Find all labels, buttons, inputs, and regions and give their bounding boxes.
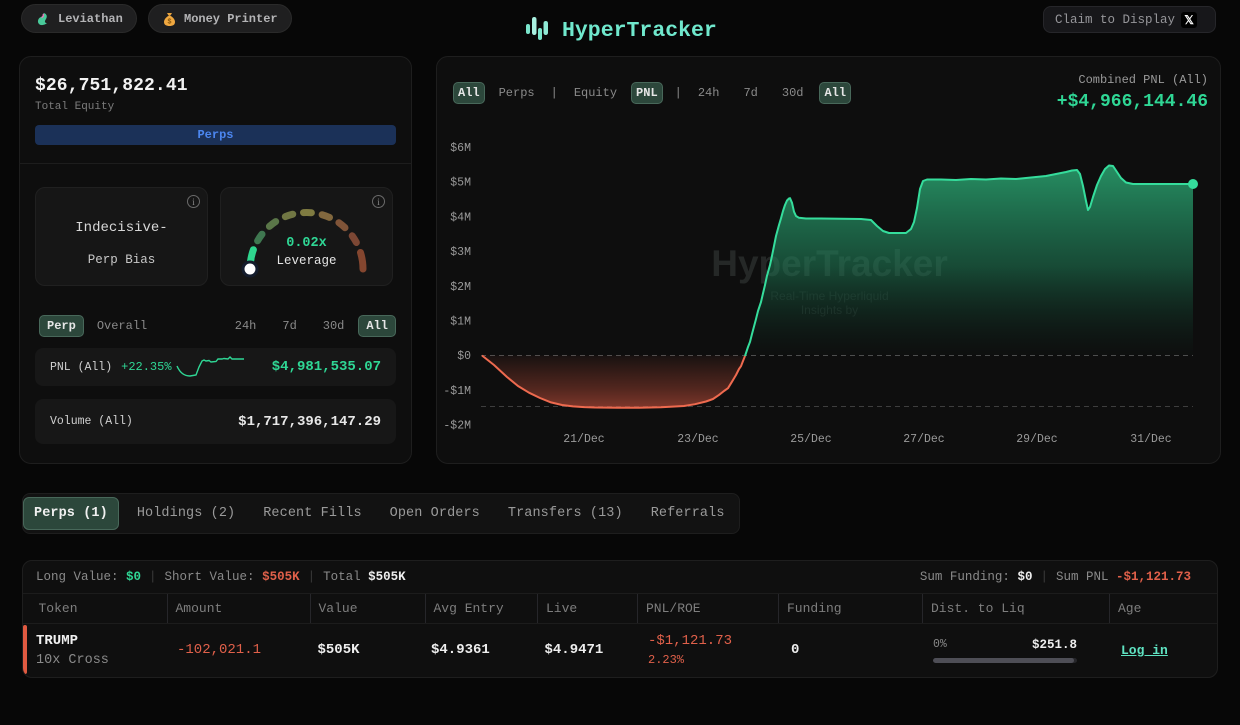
svg-text:$: $ — [167, 18, 171, 26]
svg-text:$4M: $4M — [450, 211, 471, 224]
svg-text:31/Dec: 31/Dec — [1130, 433, 1172, 446]
svg-text:$2M: $2M — [450, 281, 471, 294]
svg-text:$6M: $6M — [450, 142, 471, 155]
svg-text:-$1M: -$1M — [443, 385, 471, 398]
svg-text:$1M: $1M — [450, 316, 471, 329]
svg-text:23/Dec: 23/Dec — [677, 433, 719, 446]
svg-text:-$2M: -$2M — [443, 420, 471, 433]
svg-text:$5M: $5M — [450, 177, 471, 190]
svg-text:$3M: $3M — [450, 246, 471, 259]
svg-text:25/Dec: 25/Dec — [790, 433, 832, 446]
svg-text:29/Dec: 29/Dec — [1016, 433, 1058, 446]
svg-text:$0: $0 — [457, 350, 471, 363]
svg-text:27/Dec: 27/Dec — [903, 433, 945, 446]
svg-text:21/Dec: 21/Dec — [563, 433, 605, 446]
